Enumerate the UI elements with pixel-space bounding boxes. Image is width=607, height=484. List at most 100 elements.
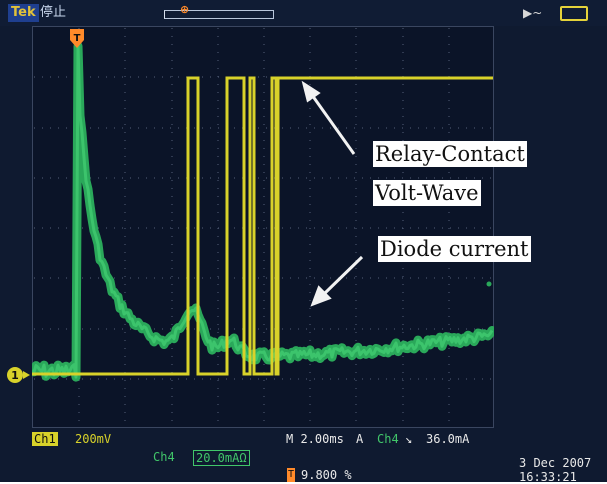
grid-dot <box>146 277 147 279</box>
grid-dot <box>362 277 363 279</box>
grid-dot <box>346 378 347 380</box>
grid-dot <box>154 177 155 179</box>
grid-dot <box>346 328 347 330</box>
grid-dot <box>171 260 173 261</box>
grid-dot <box>82 328 83 330</box>
grid-dot <box>106 328 107 330</box>
grid-dot <box>58 328 59 330</box>
grid-dot <box>263 52 265 53</box>
grid-dot <box>490 127 491 129</box>
grid-dot <box>217 260 219 261</box>
grid-dot <box>448 420 450 421</box>
grid-dot <box>210 277 211 279</box>
grid-dot <box>355 204 357 205</box>
grid-dot <box>355 412 357 413</box>
grid-dot <box>482 277 483 279</box>
grid-dot <box>426 127 427 129</box>
grid-dot <box>448 404 450 405</box>
grid-dot <box>309 132 311 133</box>
grid-dot <box>124 380 126 381</box>
grid-dot <box>66 328 67 330</box>
grid-dot <box>170 76 171 78</box>
grid-dot <box>171 388 173 389</box>
grid-dot <box>124 156 126 157</box>
grid-dot <box>34 277 35 279</box>
grid-dot <box>282 127 283 129</box>
grid-dot <box>448 84 450 85</box>
grid-dot <box>263 388 265 389</box>
grid-dot <box>466 127 467 129</box>
grid-dot <box>355 172 357 173</box>
grid-dot <box>474 378 475 380</box>
grid-dot <box>171 44 173 45</box>
grid-dot <box>362 177 363 179</box>
grid-dot <box>186 378 187 380</box>
waveform-plot: T <box>32 26 494 428</box>
grid-dot <box>217 140 219 141</box>
grid-dot <box>234 328 235 330</box>
grid-dot <box>171 308 173 309</box>
grid-dot <box>154 277 155 279</box>
grid-dot <box>434 378 435 380</box>
grid-dot <box>448 52 450 53</box>
diode-arrow-head <box>310 285 332 307</box>
trigger-slope-icon: ↘ <box>405 432 413 446</box>
grid-dot <box>226 378 227 380</box>
grid-dot <box>138 378 139 380</box>
grid-dot <box>124 204 126 205</box>
grid-dot <box>402 380 404 381</box>
ch4-label[interactable]: Ch4 <box>153 450 175 464</box>
grid-dot <box>314 227 315 229</box>
grid-dot <box>171 156 173 157</box>
grid-dot <box>402 172 404 173</box>
grid-dot <box>309 212 311 213</box>
grid-dot <box>402 372 404 373</box>
bottom-status-bar <box>0 428 607 482</box>
grid-dot <box>434 177 435 179</box>
grid-dot <box>402 116 404 117</box>
grid-dot <box>402 356 404 357</box>
grid-dot <box>448 324 450 325</box>
grid-dot <box>217 300 219 301</box>
grid-dot <box>114 277 115 279</box>
grid-dot <box>124 324 126 325</box>
grid-dot <box>402 292 404 293</box>
grid-dot <box>178 177 179 179</box>
grid-dot <box>217 188 219 189</box>
grid-dot <box>178 227 179 229</box>
grid-dot <box>266 127 267 129</box>
grid-dot <box>178 277 179 279</box>
grid-dot <box>78 396 80 397</box>
grid-dot <box>402 132 404 133</box>
grid-dot <box>124 340 126 341</box>
grid-dot <box>124 44 126 45</box>
grid-dot <box>263 76 265 77</box>
grid-dot <box>442 177 443 179</box>
grid-dot <box>448 68 450 69</box>
grid-dot <box>124 172 126 173</box>
grid-dot <box>355 116 357 117</box>
grid-dot <box>162 277 163 279</box>
grid-dot <box>355 284 357 285</box>
grid-dot <box>354 378 355 380</box>
grid-dot <box>410 328 411 330</box>
ch1-label[interactable]: Ch1 <box>32 432 58 446</box>
grid-dot <box>263 204 265 205</box>
grid-dot <box>146 127 147 129</box>
grid-dot <box>309 244 311 245</box>
grid-dot <box>90 76 91 78</box>
grid-dot <box>402 396 404 397</box>
trigger-marker-icon: T <box>70 29 84 48</box>
grid-dot <box>124 180 126 181</box>
grid-dot <box>202 277 203 279</box>
grid-dot <box>355 404 357 405</box>
grid-dot <box>354 227 355 229</box>
grid-dot <box>309 220 311 221</box>
grid-dot <box>124 236 126 237</box>
grid-dot <box>124 356 126 357</box>
grid-dot <box>217 212 219 213</box>
grid-dot <box>124 212 126 213</box>
ch1-scale: 200mV <box>75 432 112 446</box>
grid-dot <box>58 76 59 78</box>
grid-dot <box>124 228 126 229</box>
